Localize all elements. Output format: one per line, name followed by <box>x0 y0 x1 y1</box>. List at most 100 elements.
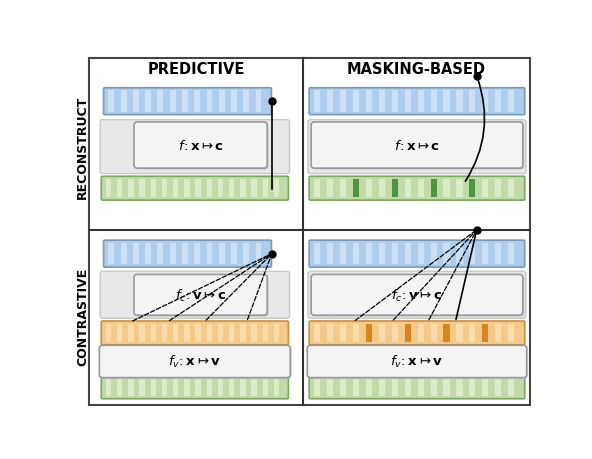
Bar <box>430 179 437 198</box>
Bar <box>256 91 262 113</box>
Bar <box>353 91 359 113</box>
FancyBboxPatch shape <box>313 124 525 170</box>
Bar <box>207 179 212 198</box>
Bar <box>392 379 398 396</box>
Bar <box>117 379 123 396</box>
Bar <box>173 379 178 396</box>
Bar <box>106 324 111 342</box>
Text: $f_c\!:\mathbf{v}\mapsto\mathbf{c}$: $f_c\!:\mathbf{v}\mapsto\mathbf{c}$ <box>175 287 226 303</box>
Bar <box>353 379 359 396</box>
Bar <box>150 324 156 342</box>
FancyBboxPatch shape <box>309 241 525 268</box>
Bar <box>379 243 385 265</box>
Bar <box>456 243 462 265</box>
Bar <box>366 379 372 396</box>
Bar <box>229 324 234 342</box>
Bar <box>106 379 111 396</box>
Bar <box>482 243 488 265</box>
Bar <box>417 324 424 342</box>
Bar <box>207 243 213 265</box>
Bar <box>327 379 333 396</box>
Text: RECONSTRUCT: RECONSTRUCT <box>76 96 89 199</box>
Bar <box>157 91 163 113</box>
Bar <box>184 179 189 198</box>
Bar <box>508 379 514 396</box>
Bar <box>469 91 475 113</box>
Bar <box>117 324 123 342</box>
Bar <box>128 179 134 198</box>
Bar <box>379 91 385 113</box>
Bar <box>170 243 176 265</box>
Bar <box>366 324 372 342</box>
Bar <box>128 379 134 396</box>
Bar <box>231 91 237 113</box>
Bar <box>229 379 234 396</box>
Bar <box>108 91 114 113</box>
Bar <box>274 179 279 198</box>
Bar <box>314 379 320 396</box>
Bar <box>495 379 501 396</box>
Bar <box>219 91 224 113</box>
Bar <box>430 324 437 342</box>
Text: $f_v\!:\mathbf{x}\mapsto\mathbf{v}$: $f_v\!:\mathbf{x}\mapsto\mathbf{v}$ <box>390 353 443 369</box>
Bar <box>162 179 167 198</box>
Bar <box>340 179 346 198</box>
Bar <box>417 179 424 198</box>
Bar <box>327 91 333 113</box>
FancyBboxPatch shape <box>311 123 523 169</box>
Bar <box>108 243 114 265</box>
Bar <box>340 379 346 396</box>
Bar <box>162 324 167 342</box>
Bar <box>379 324 385 342</box>
FancyBboxPatch shape <box>309 321 525 345</box>
Bar <box>184 379 189 396</box>
FancyBboxPatch shape <box>309 347 528 379</box>
FancyBboxPatch shape <box>308 120 526 174</box>
FancyBboxPatch shape <box>134 123 267 169</box>
FancyBboxPatch shape <box>101 321 288 345</box>
Bar <box>314 324 320 342</box>
Bar <box>243 91 249 113</box>
Bar <box>240 324 246 342</box>
Bar <box>443 91 449 113</box>
Text: MASKING-BASED: MASKING-BASED <box>347 62 486 76</box>
Bar <box>405 243 411 265</box>
Bar <box>263 324 268 342</box>
Bar <box>182 91 188 113</box>
FancyBboxPatch shape <box>309 377 525 399</box>
Bar <box>195 324 201 342</box>
Bar <box>482 324 488 342</box>
Bar <box>430 243 437 265</box>
Bar <box>314 243 320 265</box>
FancyArrowPatch shape <box>456 233 476 320</box>
Bar <box>508 243 514 265</box>
Bar <box>274 324 279 342</box>
Bar <box>340 91 346 113</box>
Bar <box>139 324 144 342</box>
Bar <box>417 243 424 265</box>
Bar <box>366 91 372 113</box>
Bar <box>145 91 151 113</box>
Bar <box>495 243 501 265</box>
Bar <box>392 324 398 342</box>
Bar <box>353 179 359 198</box>
Bar <box>231 243 237 265</box>
Bar <box>392 243 398 265</box>
Bar <box>405 379 411 396</box>
Bar <box>240 179 246 198</box>
Bar <box>117 179 123 198</box>
Bar <box>327 324 333 342</box>
FancyBboxPatch shape <box>307 346 527 378</box>
Text: PREDICTIVE: PREDICTIVE <box>147 62 245 76</box>
Bar <box>508 324 514 342</box>
Bar <box>353 243 359 265</box>
Bar <box>366 179 372 198</box>
Bar <box>417 91 424 113</box>
Bar <box>252 379 257 396</box>
Bar <box>207 324 212 342</box>
Bar <box>263 179 268 198</box>
Bar <box>469 379 475 396</box>
Bar <box>469 243 475 265</box>
Bar <box>340 243 346 265</box>
Bar <box>443 324 449 342</box>
